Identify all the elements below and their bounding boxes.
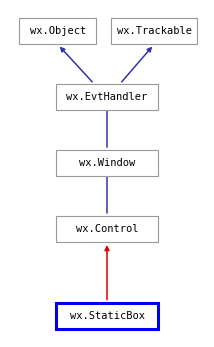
Text: wx.StaticBox: wx.StaticBox xyxy=(70,311,144,321)
FancyBboxPatch shape xyxy=(19,18,96,44)
Text: wx.EvtHandler: wx.EvtHandler xyxy=(66,92,148,102)
Text: wx.Trackable: wx.Trackable xyxy=(117,26,192,36)
FancyBboxPatch shape xyxy=(111,18,197,44)
FancyBboxPatch shape xyxy=(56,303,158,329)
Text: wx.Control: wx.Control xyxy=(76,224,138,234)
Text: wx.Object: wx.Object xyxy=(30,26,86,36)
Text: wx.Window: wx.Window xyxy=(79,158,135,168)
FancyBboxPatch shape xyxy=(56,84,158,110)
FancyBboxPatch shape xyxy=(56,150,158,176)
FancyBboxPatch shape xyxy=(56,216,158,242)
